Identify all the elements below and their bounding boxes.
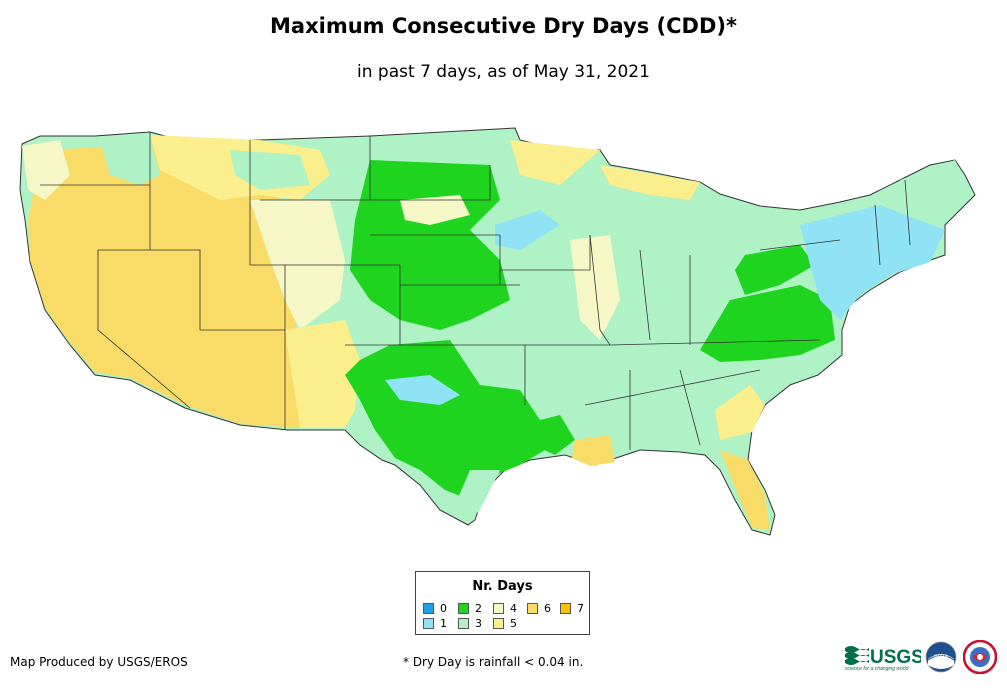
dry-day-footnote: * Dry Day is rainfall < 0.04 in. — [403, 655, 584, 669]
region-5-nm — [285, 320, 360, 428]
region-6-fl — [720, 450, 770, 530]
region-4-midwest — [570, 235, 620, 340]
region-2-pa — [735, 245, 815, 295]
legend-swatch-3 — [458, 618, 469, 629]
region-1-sd — [495, 210, 560, 250]
legend-swatch-1 — [423, 618, 434, 629]
region-2-plains — [350, 160, 510, 330]
legend-swatch-5 — [493, 618, 504, 629]
legend-label-1: 1 — [440, 617, 447, 630]
legend-label-6: 6 — [544, 602, 551, 615]
legend-label-2: 2 — [475, 602, 482, 615]
legend: Nr. Days 0 2 4 6 7 1 3 5 — [415, 571, 590, 635]
producer-credit: Map Produced by USGS/EROS — [10, 655, 188, 669]
usgs-tagline: science for a changing world — [845, 666, 909, 672]
region-6-west — [28, 145, 300, 428]
region-3-se-tx — [455, 470, 500, 520]
region-2-ar — [540, 415, 575, 455]
usgs-logo-text: USGS — [870, 647, 921, 668]
region-4-dakota — [400, 195, 470, 225]
region-6-la — [572, 435, 615, 466]
legend-swatch-0 — [423, 603, 434, 614]
region-5-mi — [600, 165, 700, 200]
legend-swatch-6 — [527, 603, 538, 614]
region-3-id — [100, 138, 160, 185]
map-title: Maximum Consecutive Dry Days (CDD)* — [270, 14, 737, 38]
noaa-logo: noaa — [925, 641, 957, 673]
usgs-logo: USGS science for a changing world — [845, 646, 921, 672]
region-5-ga-sc — [715, 385, 765, 440]
nws-logo — [963, 640, 997, 674]
state-boundaries — [40, 132, 911, 450]
legend-title: Nr. Days — [472, 579, 533, 594]
noaa-logo-text: noaa — [934, 654, 948, 660]
legend-label-3: 3 — [475, 617, 482, 630]
legend-label-0: 0 — [440, 602, 447, 615]
legend-swatch-7 — [560, 603, 571, 614]
region-3-maine — [900, 160, 970, 215]
map-subtitle: in past 7 days, as of May 31, 2021 — [357, 62, 650, 82]
region-5-nd — [510, 140, 600, 185]
region-2-va-nc — [700, 285, 835, 362]
region-1-tx — [385, 375, 460, 405]
legend-label-5: 5 — [510, 617, 517, 630]
legend-swatch-4 — [493, 603, 504, 614]
legend-label-4: 4 — [510, 602, 517, 615]
legend-swatch-2 — [458, 603, 469, 614]
legend-label-7: 7 — [577, 602, 584, 615]
